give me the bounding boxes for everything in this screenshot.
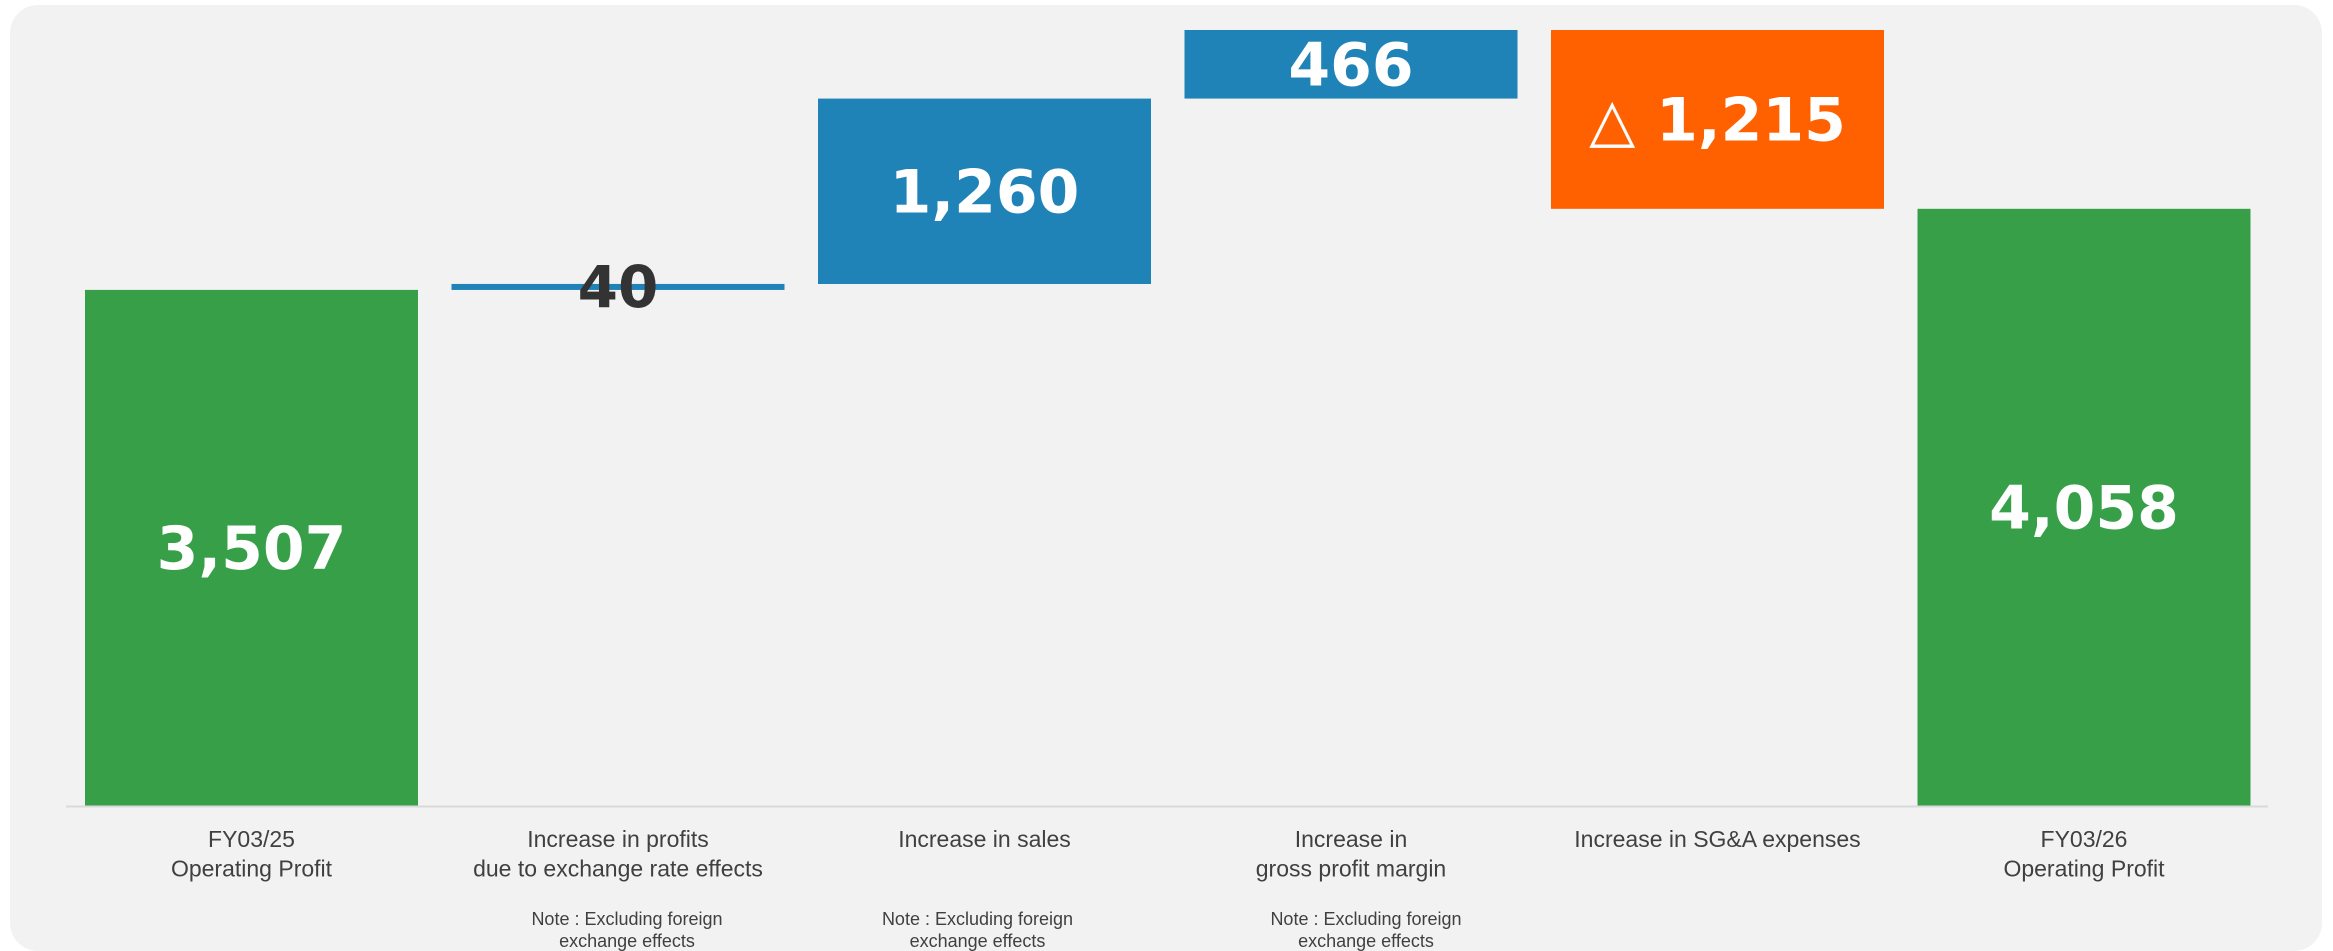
value-label-4: 466: [1288, 30, 1413, 100]
bar-4: [1184, 30, 1518, 99]
bar-1: [85, 289, 418, 806]
value-label-6: 4,058: [1989, 473, 2179, 543]
category-label-5: Increase in SG&A expenses: [1574, 826, 1860, 852]
bar-2: [451, 283, 785, 290]
value-label-5: △ 1,215: [1589, 85, 1846, 155]
bar-6: [1917, 208, 2251, 806]
bar-5: [1551, 30, 1884, 209]
note-3: Note : Excluding foreign exchange effects: [882, 909, 1073, 951]
category-label-3: Increase in sales: [898, 826, 1071, 852]
category-label-2: Increase in profits due to exchange rate …: [473, 826, 763, 882]
value-label-1: 3,507: [157, 514, 347, 584]
category-label-6: FY03/26 Operating Profit: [2003, 826, 2165, 882]
value-label-2: 40: [578, 253, 659, 321]
note-4: Note : Excluding foreign exchange effects: [1270, 909, 1461, 951]
note-2: Note : Excluding foreign exchange effects: [531, 909, 722, 951]
category-label-4: Increase in gross profit margin: [1256, 826, 1446, 882]
bar-3: [818, 98, 1151, 285]
value-label-3: 1,260: [890, 157, 1080, 227]
category-label-1: FY03/25 Operating Profit: [171, 826, 333, 882]
